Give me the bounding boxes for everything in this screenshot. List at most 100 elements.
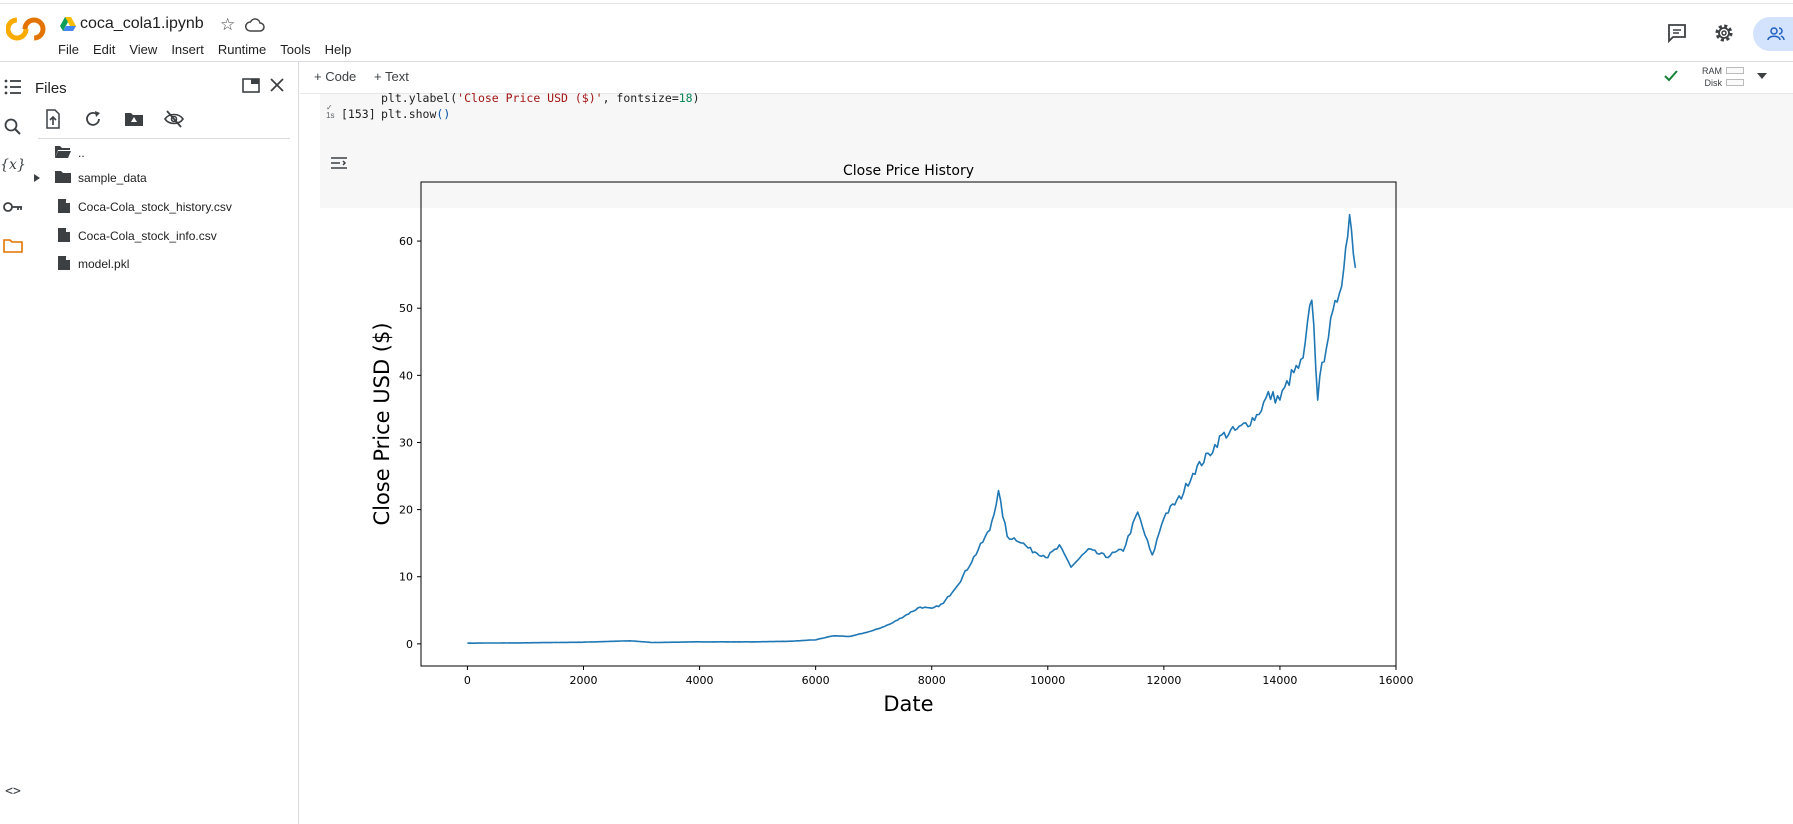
x-tick-label: 14000: [1262, 674, 1297, 687]
drive-icon: [60, 17, 76, 31]
exec-time: 1s: [326, 111, 335, 120]
x-tick-label: 0: [464, 674, 471, 687]
file-tree-label: Coca-Cola_stock_info.csv: [78, 229, 217, 243]
disk-label: Disk: [1704, 78, 1723, 88]
colab-logo-icon[interactable]: [6, 16, 46, 42]
refresh-icon[interactable]: [82, 108, 104, 130]
file-icon: [58, 256, 70, 270]
add-text-button[interactable]: + Text: [374, 69, 409, 84]
code-token: (): [436, 107, 451, 121]
y-tick-label: 50: [399, 302, 413, 315]
add-code-button[interactable]: + Code: [314, 69, 357, 84]
file-tree-label: sample_data: [78, 171, 147, 185]
chart-frame: [420, 181, 1397, 667]
left-rail: {x} <>: [0, 62, 26, 824]
y-tick-label: 20: [399, 504, 413, 517]
chart-output: Close Price History Date Close Price USD…: [370, 163, 1414, 716]
file-icon: [58, 228, 70, 242]
code-token: 18: [678, 91, 693, 105]
chart-series-line: [467, 213, 1357, 644]
toc-icon[interactable]: [2, 76, 24, 98]
code-token: ): [692, 91, 700, 105]
chart-ylabel: Close Price USD ($): [370, 322, 394, 525]
code-token: , fontsize=: [602, 91, 679, 105]
code-line[interactable]: plt.ylabel('Close Price USD ($)', fontsi…: [381, 91, 700, 105]
disk-bar: [1726, 79, 1744, 86]
x-tick-label: 12000: [1146, 674, 1181, 687]
chart-ticks: 0 2000 4000 6000 8000 10000 12000 14000 16000 0 10…: [399, 235, 1414, 687]
menu-edit[interactable]: Edit: [92, 42, 116, 57]
y-tick-label: 0: [406, 638, 413, 651]
file-icon: [58, 199, 70, 213]
file-tree-label: ..: [78, 146, 85, 160]
share-people-icon: [1767, 27, 1785, 41]
key-icon[interactable]: [2, 196, 24, 218]
exec-count: [153]: [341, 107, 376, 121]
file-tree-label: model.pkl: [78, 257, 130, 271]
ram-bar: [1726, 67, 1744, 74]
y-tick-label: 10: [399, 571, 413, 584]
file-tree-item[interactable]: ..: [26, 140, 299, 166]
menu-help[interactable]: Help: [324, 42, 352, 57]
gear-icon[interactable]: [1713, 22, 1735, 44]
file-tree-item[interactable]: Coca-Cola_stock_history.csv: [26, 194, 299, 220]
window-top-strip: [0, 0, 1793, 4]
x-tick-label: 10000: [1030, 674, 1065, 687]
files-toolbar-divider: [38, 138, 290, 139]
folder-icon[interactable]: [2, 234, 24, 256]
code-token: 'Close Price USD ($)': [457, 91, 603, 105]
mount-drive-icon[interactable]: [123, 108, 145, 130]
chart-xlabel: Date: [883, 692, 933, 716]
file-tree-item[interactable]: sample_data: [26, 165, 299, 191]
upload-icon[interactable]: [42, 108, 64, 130]
folder-icon: [55, 171, 71, 183]
exec-check-icon: ✓: [326, 103, 333, 112]
notebook-toolbar: + Code + Text RAM Disk: [300, 62, 1793, 94]
y-tick-label: 30: [399, 436, 413, 449]
x-tick-label: 8000: [918, 674, 946, 687]
chart-title: Close Price History: [843, 163, 974, 179]
code-snippets-icon[interactable]: <>: [5, 783, 21, 799]
star-icon[interactable]: ☆: [220, 15, 236, 34]
y-tick-label: 60: [399, 235, 413, 248]
ram-label: RAM: [1702, 66, 1722, 76]
menubar: File Edit View Insert Runtime Tools Help: [58, 40, 365, 59]
code-cell[interactable]: ✓ 1s [153] plt.ylabel('Close Price USD (…: [320, 91, 1793, 208]
y-tick-label: 40: [399, 369, 413, 382]
connected-check-icon: [1664, 70, 1678, 82]
execution-status: ✓ 1s: [326, 104, 334, 120]
comment-icon[interactable]: [1666, 22, 1688, 44]
output-toggle-icon[interactable]: [328, 154, 350, 172]
cloud-icon[interactable]: [245, 18, 265, 32]
chevron-down-icon[interactable]: [1757, 73, 1767, 80]
notebook-main: + Code + Text RAM Disk ✓ 1s [153] plt.yl…: [300, 62, 1793, 824]
files-panel-title: Files: [35, 80, 67, 97]
hide-icon[interactable]: [163, 108, 185, 130]
file-tree-item[interactable]: Coca-Cola_stock_info.csv: [26, 223, 299, 249]
notebook-title[interactable]: coca_cola1.ipynb: [80, 15, 204, 32]
code-token: plt.ylabel(: [381, 91, 458, 105]
code-token: plt.show: [381, 107, 437, 121]
x-tick-label: 16000: [1379, 674, 1414, 687]
caret-right-icon[interactable]: [33, 173, 41, 183]
code-line[interactable]: plt.show(): [381, 107, 450, 121]
menu-tools[interactable]: Tools: [280, 42, 311, 57]
menu-insert[interactable]: Insert: [171, 42, 204, 57]
share-button[interactable]: [1753, 17, 1793, 51]
open-in-tab-icon[interactable]: [240, 74, 262, 96]
x-tick-label: 6000: [802, 674, 830, 687]
close-icon[interactable]: [266, 74, 288, 96]
folder-open-icon: [55, 146, 71, 158]
header: coca_cola1.ipynb ☆ File Edit View Insert…: [0, 4, 1793, 62]
menu-runtime[interactable]: Runtime: [217, 42, 267, 57]
file-tree-item[interactable]: model.pkl: [26, 251, 299, 277]
variables-icon[interactable]: {x}: [0, 157, 26, 173]
search-icon[interactable]: [2, 116, 24, 138]
file-tree-label: Coca-Cola_stock_history.csv: [78, 200, 232, 214]
menu-view[interactable]: View: [129, 42, 158, 57]
x-tick-label: 4000: [686, 674, 714, 687]
menu-file[interactable]: File: [58, 42, 79, 57]
resource-labels[interactable]: RAM Disk: [1692, 65, 1722, 89]
files-panel: Files .. sample_data: [26, 62, 299, 824]
x-tick-label: 2000: [570, 674, 598, 687]
